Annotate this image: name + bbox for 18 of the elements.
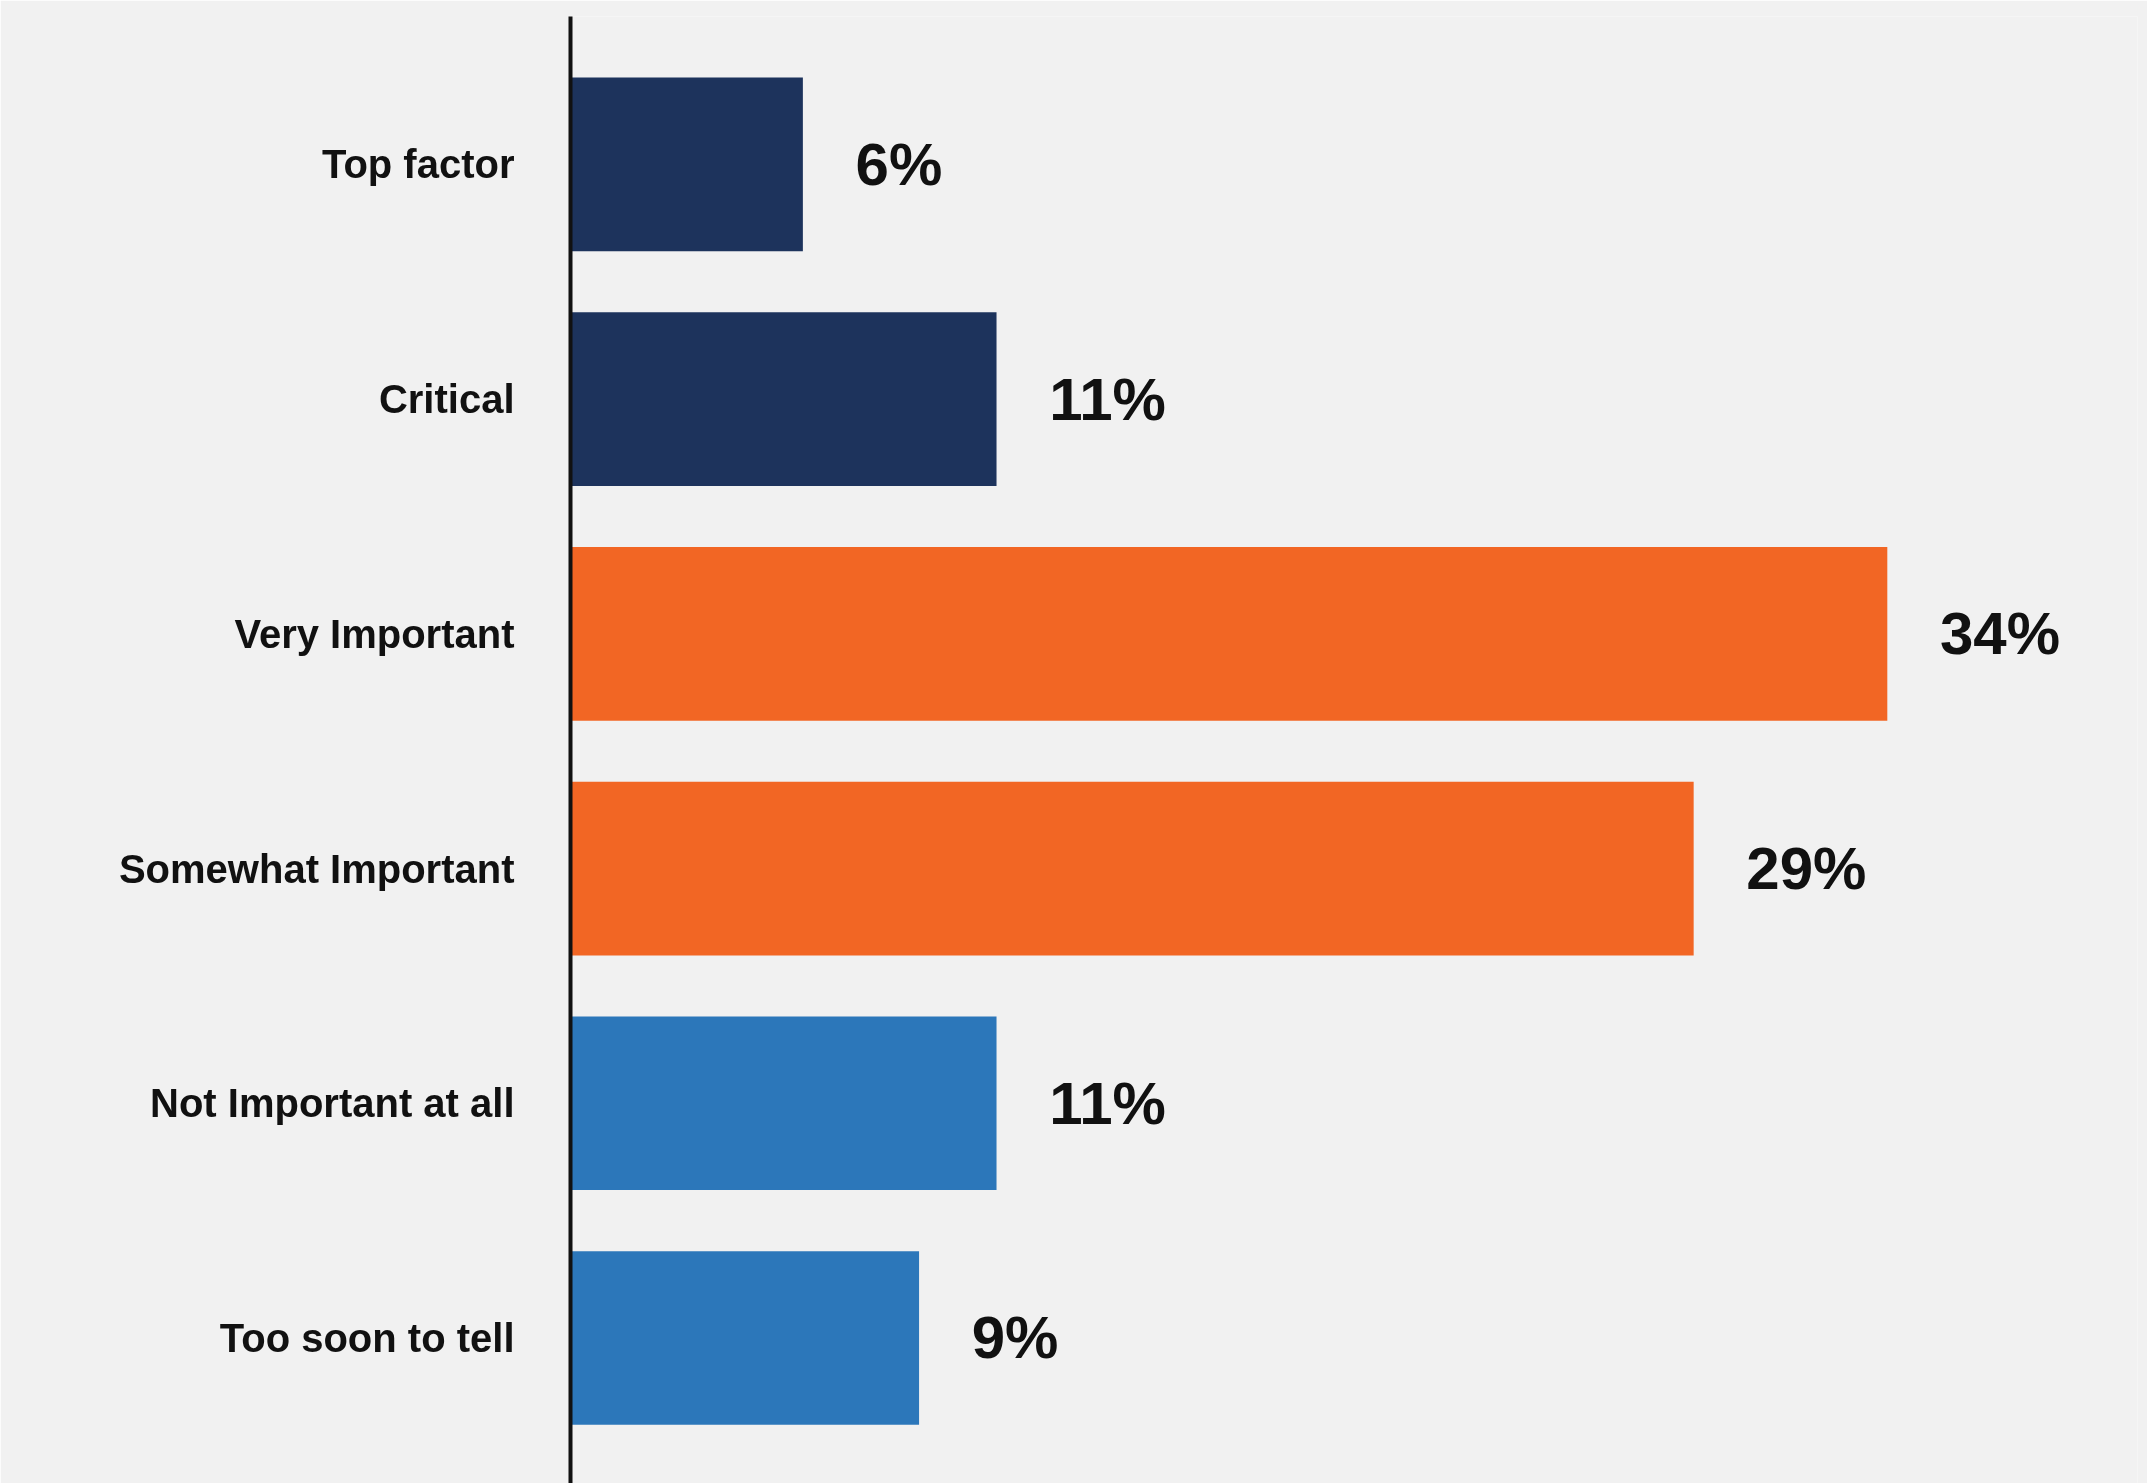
y-tick-label: Not Important at all [150, 1081, 515, 1126]
bar [570, 77, 803, 252]
y-tick-label: Very Important [234, 611, 515, 656]
data-label: 11% [1049, 365, 1166, 433]
y-tick-label: Somewhat Important [118, 846, 515, 891]
bar [570, 1251, 920, 1425]
bar [570, 1016, 997, 1191]
y-tick-label: Too soon to tell [219, 1315, 515, 1360]
y-tick-label: Critical [378, 377, 515, 422]
data-label: 9% [971, 1304, 1059, 1372]
bar [570, 312, 997, 486]
data-label: 29% [1746, 835, 1867, 903]
bar [570, 546, 1888, 721]
bar [570, 781, 1694, 956]
data-label: 34% [1939, 600, 2061, 668]
data-label: 11% [1049, 1069, 1166, 1137]
y-tick-label: Top factor [321, 142, 515, 187]
data-label: 6% [855, 130, 943, 198]
